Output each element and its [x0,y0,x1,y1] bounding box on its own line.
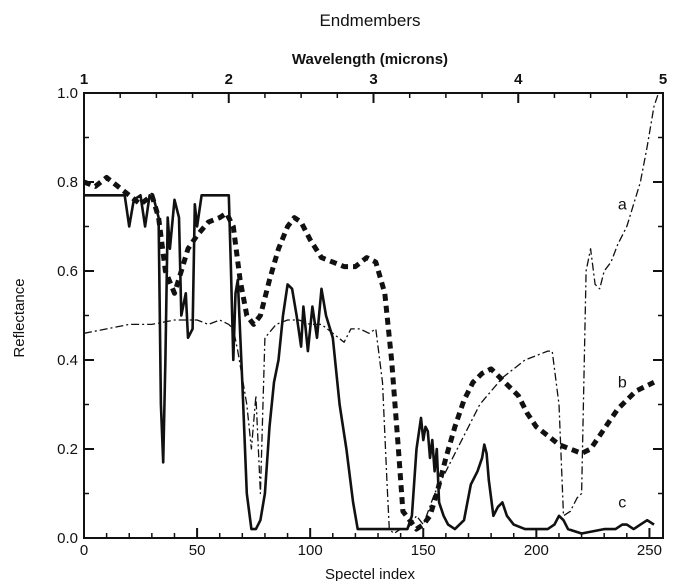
y-tick-label: 0.8 [57,174,78,191]
chart-title: Endmembers [319,11,420,30]
top-tick-label: 4 [514,71,523,88]
x-tick-label: 150 [411,542,436,559]
top-tick-label: 1 [80,71,88,88]
x-tick-label: 0 [80,542,88,559]
x-tick-label: 200 [524,542,549,559]
series-layer: a b c [83,92,660,535]
x-tick-label: 100 [298,542,323,559]
y-tick-label: 0.0 [57,530,78,547]
series-line-c [84,194,655,535]
top-tick-label: 2 [225,71,233,88]
series-label-a: a [618,196,627,213]
series-line-b [83,175,656,532]
series-label-c: c [618,494,626,511]
top-tick-label: 3 [369,71,377,88]
series-line-a [83,92,660,535]
y-tick-label: 1.0 [57,85,78,102]
plot-frame [83,92,664,539]
x-axis-label: Spectel index [325,566,416,581]
series-label-b: b [618,374,627,391]
top-axis-label: Wavelength (microns) [292,51,448,68]
y-tick-label: 0.4 [57,352,78,369]
y-tick-label: 0.6 [57,263,78,280]
ticks-layer: 0 50 100 150 200 250 0.0 0.2 0.4 0.6 0.8 1.01 2 3 4 5 [57,71,667,559]
x-tick-label: 50 [189,542,206,559]
y-axis-label: Reflectance [11,278,28,357]
top-tick-label: 5 [659,71,667,88]
x-tick-label: 250 [637,542,662,559]
y-tick-label: 0.2 [57,441,78,458]
